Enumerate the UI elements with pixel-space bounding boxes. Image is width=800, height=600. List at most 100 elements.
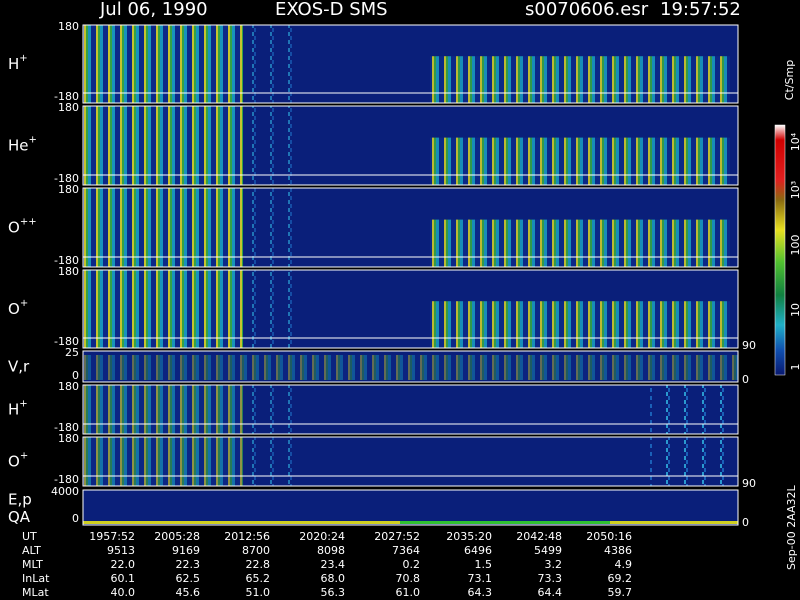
right-tick-label: 90 — [742, 477, 756, 490]
colorbar-tick: 100 — [789, 235, 800, 256]
panel-frame — [82, 350, 739, 383]
panel-label: He+ — [8, 135, 37, 155]
cell: 9513 — [107, 544, 135, 557]
vr-traces — [83, 355, 738, 380]
panel-frame — [82, 24, 739, 104]
cell: 6496 — [464, 544, 492, 557]
cell: 3.2 — [545, 558, 563, 571]
spectrogram-right — [430, 137, 730, 185]
cell: 1957:52 — [89, 530, 135, 543]
panel-label: O++ — [8, 217, 37, 237]
panel-label: O+ — [8, 451, 28, 471]
panel-label-sup: ++ — [20, 217, 37, 228]
time: 19:57:52 — [660, 0, 741, 20]
row-label: ALT — [22, 544, 41, 557]
cell: 4386 — [604, 544, 632, 557]
cell: 8098 — [317, 544, 345, 557]
cell: 2027:52 — [374, 530, 420, 543]
cell: 64.4 — [538, 586, 563, 599]
colorbar-tick: 10⁴ — [789, 132, 800, 151]
panel-frame — [82, 105, 739, 186]
panel-label-text: H — [8, 55, 19, 73]
spectrogram-mid — [243, 25, 303, 103]
row-label: UT — [22, 530, 37, 543]
y-tick-label: -180 — [54, 335, 79, 348]
cell: 2012:56 — [224, 530, 270, 543]
footer: Sep-00 2AA32L — [785, 484, 798, 570]
right-tick-label: 0 — [742, 516, 749, 529]
spectrogram-left — [83, 25, 243, 103]
cell: 70.8 — [396, 572, 421, 585]
colorbar-tick: 1 — [789, 364, 800, 371]
panel-label-text: He — [8, 136, 29, 154]
spectrogram-mid — [243, 437, 303, 486]
cell: 69.2 — [608, 572, 633, 585]
panel-label-sup: + — [20, 451, 28, 462]
cell: 59.7 — [608, 586, 633, 599]
spectrogram-mid — [243, 106, 303, 185]
spectrogram-right — [650, 385, 735, 434]
cell: 2050:16 — [586, 530, 632, 543]
panel-label-sup: + — [19, 399, 27, 410]
panel-frame — [82, 384, 739, 435]
cell: 68.0 — [321, 572, 346, 585]
cell: 2035:20 — [446, 530, 492, 543]
cell: 61.0 — [396, 586, 421, 599]
row-label: MLat — [22, 586, 49, 599]
spectrogram-left — [83, 437, 243, 486]
cell: 22.8 — [246, 558, 271, 571]
spectrogram-mid — [243, 270, 303, 348]
colorbar — [774, 124, 786, 376]
cell: 51.0 — [246, 586, 271, 599]
y-tick-label: -180 — [54, 90, 79, 103]
spectrogram-left — [83, 270, 243, 348]
panel-frame — [82, 187, 739, 268]
cell: 22.0 — [111, 558, 136, 571]
spectrogram-mid — [243, 385, 303, 434]
row-label: MLT — [22, 558, 43, 571]
spectrogram-right — [650, 437, 735, 486]
colorbar-unit: Ct/Smp — [783, 60, 796, 100]
colorbar-tick: 10 — [789, 303, 800, 317]
cell: 5499 — [534, 544, 562, 557]
panel-label-text: V,r — [8, 357, 30, 375]
panel-frame — [82, 489, 739, 526]
cell: 73.1 — [468, 572, 493, 585]
panel-label-text: O — [8, 452, 20, 470]
cell: 60.1 — [111, 572, 136, 585]
right-tick-label: 90 — [742, 339, 756, 352]
panel-bg — [83, 490, 738, 525]
y-tick-label: 180 — [58, 183, 79, 196]
y-tick-label: 0 — [72, 369, 79, 382]
y-tick-label: -180 — [54, 172, 79, 185]
spectrogram-left — [83, 106, 243, 185]
cell: 64.3 — [468, 586, 493, 599]
panel-label: O+ — [8, 298, 28, 318]
row-label: InLat — [22, 572, 50, 585]
cell: 65.2 — [246, 572, 271, 585]
y-tick-label: -180 — [54, 254, 79, 267]
y-tick-label: -180 — [54, 421, 79, 434]
panel-label-sup: + — [19, 53, 27, 64]
spectrogram-left — [83, 188, 243, 267]
spectrogram-right — [430, 301, 730, 348]
cell: 8700 — [242, 544, 270, 557]
panel-frame — [82, 436, 739, 487]
cell: 4.9 — [615, 558, 633, 571]
cell: 40.0 — [111, 586, 136, 599]
spectrogram-mid — [243, 188, 303, 267]
panel-label: V,r — [8, 357, 30, 375]
panel-label-text: O — [8, 300, 20, 318]
cell: 45.6 — [176, 586, 201, 599]
panel-label-sup: + — [29, 135, 37, 146]
y-tick-label: 25 — [65, 346, 79, 359]
y-tick-label: -180 — [54, 473, 79, 486]
spectrogram-right — [430, 219, 730, 267]
cell: 56.3 — [321, 586, 346, 599]
cell: 9169 — [172, 544, 200, 557]
right-tick-label: 0 — [742, 373, 749, 386]
cell: 7364 — [392, 544, 420, 557]
panel-label-text: E,p — [8, 490, 32, 508]
spectrogram-left — [83, 385, 243, 434]
